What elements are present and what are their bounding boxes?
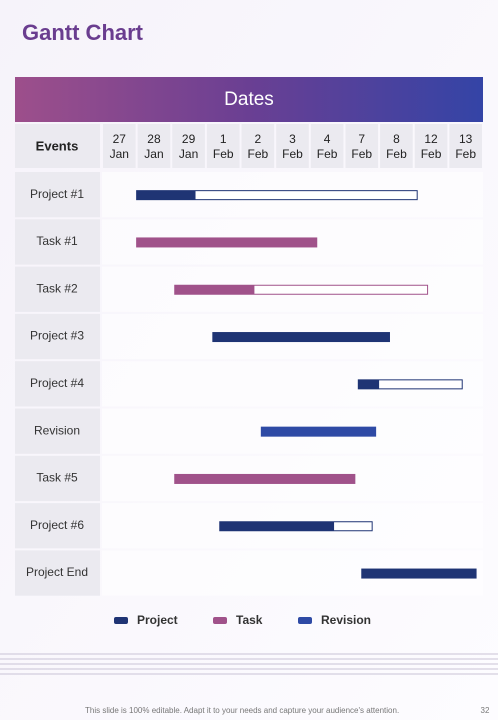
header: Dates — [224, 89, 274, 110]
date-month: Feb — [351, 147, 372, 161]
legend-label: Project — [137, 613, 178, 627]
event-label: Task #1 — [36, 234, 78, 248]
date-month: Feb — [282, 147, 303, 161]
date-cell — [172, 124, 205, 168]
date-cell — [310, 124, 344, 168]
gantt-progress — [361, 569, 477, 579]
event-cell — [15, 266, 100, 312]
gantt-progress — [261, 427, 376, 437]
gantt-progress — [219, 521, 335, 531]
date-day: 28 — [147, 132, 161, 146]
event-cell — [15, 313, 100, 360]
legend-label: Task — [236, 613, 263, 627]
date-month: Jan — [110, 147, 129, 161]
event-cell — [15, 455, 100, 502]
date-cell — [241, 124, 275, 168]
date-day: 27 — [113, 132, 127, 146]
event-label: Revision — [34, 423, 80, 437]
date-month: Jan — [144, 147, 163, 161]
row-header: Events — [36, 138, 79, 153]
date-day: 13 — [459, 132, 473, 146]
event-label: Project #6 — [30, 518, 84, 532]
event-label: Project #3 — [30, 329, 84, 343]
date-day: 2 — [255, 132, 262, 146]
legend-swatch — [298, 617, 312, 624]
date-day: 8 — [393, 132, 400, 146]
date-month: Feb — [248, 147, 269, 161]
header-band — [15, 77, 483, 122]
gantt-progress — [174, 285, 255, 295]
date-day: 7 — [358, 132, 365, 146]
legend-swatch — [114, 617, 128, 624]
staff-decoration — [0, 653, 498, 675]
gantt-progress — [358, 379, 380, 389]
legend-swatch — [213, 617, 227, 624]
date-month: Jan — [179, 147, 198, 161]
date-month: Feb — [421, 147, 442, 161]
page-number: 32 — [481, 706, 490, 715]
date-cell — [103, 124, 136, 168]
date-cell — [276, 124, 309, 168]
row-header-cell — [15, 124, 100, 168]
date-day: 1 — [220, 132, 227, 146]
event-label: Task #5 — [36, 471, 78, 485]
event-cell — [15, 408, 100, 454]
date-month: Feb — [386, 147, 407, 161]
title: Gantt Chart — [22, 20, 144, 45]
date-day: 4 — [324, 132, 331, 146]
event-cell — [15, 550, 100, 596]
event-label: Project #1 — [30, 187, 84, 201]
date-month: Feb — [455, 147, 476, 161]
legend-label: Revision — [321, 613, 371, 627]
gantt-progress — [136, 190, 196, 200]
date-month: Feb — [213, 147, 234, 161]
date-cell — [206, 124, 240, 168]
date-day: 3 — [289, 132, 296, 146]
date-cell — [345, 124, 379, 168]
gantt-progress — [136, 237, 317, 247]
event-cell — [15, 172, 100, 218]
date-cell — [449, 124, 482, 168]
event-cell — [15, 361, 100, 407]
gantt-progress — [174, 474, 355, 484]
date-month: Feb — [317, 147, 338, 161]
date-day: 12 — [424, 132, 438, 146]
event-cell — [15, 503, 100, 549]
date-cell — [380, 124, 413, 168]
date-cell — [414, 124, 448, 168]
date-day: 29 — [182, 132, 196, 146]
gantt-progress — [212, 332, 390, 342]
event-label: Project #4 — [30, 376, 84, 390]
event-label: Task #2 — [36, 281, 78, 295]
event-label: Project End — [26, 565, 88, 579]
event-cell — [15, 219, 100, 265]
date-cell — [137, 124, 171, 168]
footer-note: This slide is 100% editable. Adapt it to… — [85, 706, 399, 715]
